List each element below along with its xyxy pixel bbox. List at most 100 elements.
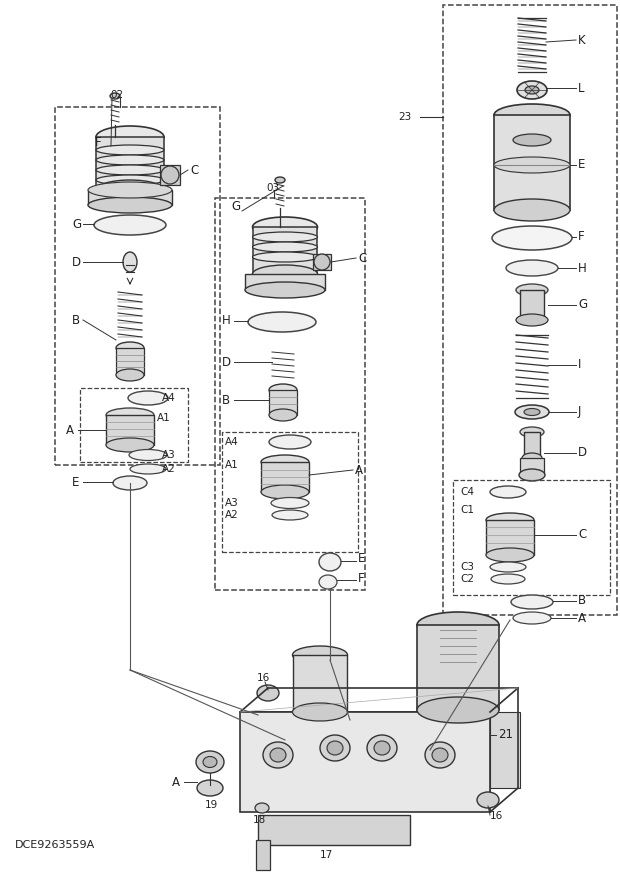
- Text: 18: 18: [253, 815, 266, 825]
- Text: 16: 16: [490, 811, 503, 821]
- Bar: [269, 390, 297, 415]
- Text: D: D: [72, 256, 81, 269]
- Ellipse shape: [116, 369, 144, 381]
- Bar: [106, 415, 154, 445]
- Text: B: B: [222, 394, 230, 407]
- Bar: [486, 520, 534, 555]
- Ellipse shape: [320, 735, 350, 761]
- Text: DCE9263559A: DCE9263559A: [15, 840, 95, 850]
- Ellipse shape: [275, 177, 285, 183]
- Text: C1: C1: [460, 505, 474, 515]
- Ellipse shape: [196, 751, 224, 773]
- Ellipse shape: [522, 453, 542, 463]
- Text: C: C: [578, 528, 587, 541]
- Text: C2: C2: [460, 574, 474, 584]
- Ellipse shape: [129, 450, 167, 460]
- Bar: [261, 462, 309, 492]
- Text: 03: 03: [266, 183, 279, 193]
- Bar: [222, 432, 358, 552]
- Ellipse shape: [96, 180, 164, 200]
- Text: 16: 16: [257, 673, 270, 683]
- Ellipse shape: [272, 510, 308, 520]
- Bar: [453, 480, 610, 595]
- Ellipse shape: [252, 242, 317, 252]
- Text: F: F: [95, 135, 102, 148]
- Bar: [245, 712, 490, 810]
- Bar: [494, 115, 570, 210]
- Ellipse shape: [314, 254, 330, 270]
- Text: B: B: [72, 313, 80, 327]
- Ellipse shape: [486, 513, 534, 527]
- Text: J: J: [578, 405, 582, 418]
- Ellipse shape: [123, 252, 137, 272]
- Text: G: G: [578, 299, 587, 312]
- Bar: [88, 190, 172, 205]
- Text: 17: 17: [320, 850, 334, 860]
- Ellipse shape: [494, 199, 570, 221]
- Ellipse shape: [327, 741, 343, 755]
- Text: D: D: [578, 446, 587, 459]
- Text: L: L: [578, 81, 585, 94]
- Text: E: E: [578, 159, 585, 171]
- Ellipse shape: [257, 685, 279, 701]
- Text: A: A: [355, 464, 363, 477]
- Ellipse shape: [94, 215, 166, 235]
- Ellipse shape: [374, 741, 390, 755]
- Ellipse shape: [88, 182, 172, 198]
- Ellipse shape: [255, 803, 269, 813]
- Ellipse shape: [513, 612, 551, 624]
- Text: H: H: [578, 262, 587, 274]
- Ellipse shape: [96, 155, 164, 165]
- Ellipse shape: [513, 134, 551, 146]
- Ellipse shape: [203, 757, 217, 767]
- Text: A1: A1: [225, 460, 239, 470]
- Ellipse shape: [252, 217, 317, 237]
- Text: A2: A2: [162, 464, 175, 474]
- Text: A3: A3: [225, 498, 239, 508]
- Ellipse shape: [270, 748, 286, 762]
- Ellipse shape: [367, 735, 397, 761]
- Ellipse shape: [197, 780, 223, 796]
- Ellipse shape: [432, 748, 448, 762]
- Ellipse shape: [490, 486, 526, 498]
- Ellipse shape: [506, 260, 558, 276]
- Ellipse shape: [96, 175, 164, 185]
- Ellipse shape: [492, 226, 572, 250]
- Bar: [490, 712, 520, 788]
- Ellipse shape: [490, 562, 526, 572]
- Text: C3: C3: [460, 562, 474, 572]
- Text: K: K: [578, 33, 586, 46]
- Ellipse shape: [417, 697, 499, 723]
- Ellipse shape: [486, 548, 534, 562]
- Bar: [55, 107, 220, 465]
- Text: F: F: [358, 572, 365, 585]
- Text: 02: 02: [110, 90, 123, 100]
- Ellipse shape: [477, 792, 499, 808]
- Ellipse shape: [494, 104, 570, 126]
- Text: A: A: [172, 775, 180, 788]
- Ellipse shape: [271, 498, 309, 508]
- Ellipse shape: [269, 435, 311, 449]
- Ellipse shape: [511, 595, 553, 609]
- Bar: [245, 274, 325, 290]
- Ellipse shape: [425, 742, 455, 768]
- Ellipse shape: [269, 384, 297, 396]
- Ellipse shape: [293, 646, 347, 664]
- Bar: [524, 432, 540, 458]
- Bar: [520, 290, 544, 320]
- Ellipse shape: [106, 438, 154, 452]
- Text: A2: A2: [225, 510, 239, 520]
- Ellipse shape: [319, 553, 341, 571]
- Text: A: A: [66, 423, 74, 436]
- Bar: [256, 840, 270, 870]
- Ellipse shape: [517, 81, 547, 99]
- Ellipse shape: [491, 574, 525, 584]
- Ellipse shape: [96, 126, 164, 148]
- Bar: [80, 388, 188, 462]
- Bar: [313, 254, 331, 270]
- Text: A: A: [578, 611, 586, 624]
- Text: A1: A1: [157, 413, 171, 423]
- Ellipse shape: [252, 252, 317, 262]
- Text: G: G: [231, 201, 240, 214]
- Text: E: E: [72, 476, 79, 489]
